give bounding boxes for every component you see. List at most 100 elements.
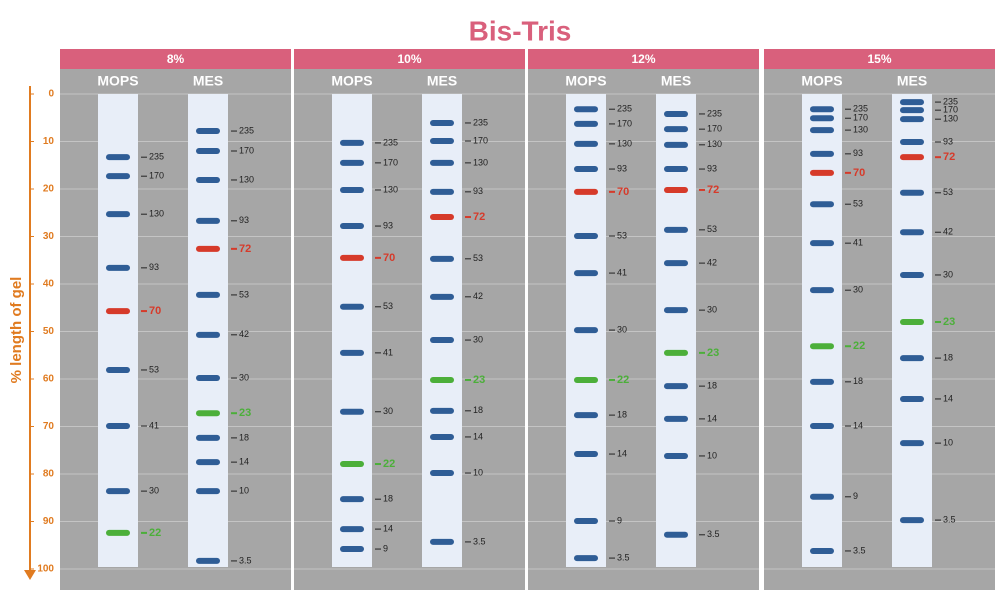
band-label: 53 — [943, 187, 953, 197]
band — [430, 470, 454, 477]
band-label: 93 — [473, 186, 483, 196]
band — [340, 159, 364, 166]
band-label: 14 — [943, 393, 953, 403]
band — [900, 319, 924, 325]
band — [196, 291, 220, 298]
band-label: 70 — [149, 305, 161, 317]
band — [430, 337, 454, 344]
band — [574, 188, 598, 195]
band — [196, 331, 220, 338]
band-label: 41 — [853, 238, 863, 248]
band-label: 22 — [149, 527, 161, 539]
band-label: 23 — [943, 316, 955, 328]
y-tick-label: 10 — [43, 136, 55, 147]
band — [196, 245, 220, 252]
lane — [656, 94, 696, 567]
band-label: 18 — [239, 432, 249, 442]
band-label: 93 — [149, 262, 159, 272]
band-label: 30 — [853, 285, 863, 295]
band — [106, 308, 130, 315]
band — [664, 383, 688, 390]
y-tick-label: 50 — [43, 326, 55, 337]
band — [664, 349, 688, 356]
lane — [98, 94, 138, 567]
band-label: 93 — [239, 215, 249, 225]
band-label: 9 — [383, 543, 388, 553]
band — [810, 115, 834, 122]
band-label: 53 — [383, 301, 393, 311]
band — [574, 451, 598, 458]
band — [340, 349, 364, 356]
band — [574, 518, 598, 525]
band — [574, 412, 598, 419]
band-label: 10 — [239, 485, 249, 495]
band-label: 170 — [853, 113, 868, 123]
y-axis-arrow — [24, 570, 36, 580]
band — [664, 226, 688, 233]
band-label: 42 — [943, 227, 953, 237]
band — [430, 376, 454, 383]
band-label: 9 — [853, 491, 858, 501]
band — [574, 555, 598, 562]
band-label: 235 — [853, 104, 868, 114]
y-axis-label: % length of gel — [8, 277, 25, 384]
band — [810, 423, 834, 430]
band-label: 10 — [473, 467, 483, 477]
panel-background — [764, 69, 995, 590]
band-label: 30 — [617, 324, 627, 334]
panel-title: 15% — [867, 52, 891, 66]
y-tick-label: 20 — [43, 184, 55, 195]
band-label: 14 — [617, 448, 627, 458]
band-label: 14 — [239, 457, 249, 467]
band — [664, 186, 688, 193]
band — [664, 126, 688, 133]
band-label: 93 — [617, 163, 627, 173]
band — [430, 138, 454, 145]
band-label: 30 — [383, 406, 393, 416]
band-label: 10 — [707, 450, 717, 460]
band-label: 235 — [473, 117, 488, 127]
band — [430, 214, 454, 221]
band — [106, 529, 130, 536]
band — [574, 106, 598, 113]
band-label: 30 — [239, 372, 249, 382]
band — [900, 138, 924, 145]
band — [900, 271, 924, 278]
band — [810, 343, 834, 350]
band-label: 53 — [853, 199, 863, 209]
band-label: 93 — [707, 163, 717, 173]
band — [664, 110, 688, 117]
chart-title: Bis-Tris — [469, 15, 572, 46]
y-tick-label: 80 — [43, 469, 55, 480]
panel-header — [528, 49, 759, 69]
band-label: 3.5 — [707, 529, 720, 539]
band — [430, 119, 454, 126]
band-label: 93 — [853, 148, 863, 158]
band-label: 53 — [707, 224, 717, 234]
band — [664, 531, 688, 538]
band-label: 170 — [943, 105, 958, 115]
band-label: 130 — [617, 138, 632, 148]
band — [106, 211, 130, 218]
band-label: 170 — [707, 124, 722, 134]
band — [810, 378, 834, 385]
band-label: 14 — [383, 523, 393, 533]
band — [900, 107, 924, 114]
y-tick-label: 40 — [43, 279, 55, 290]
band — [664, 166, 688, 173]
band-label: 170 — [473, 135, 488, 145]
band-label: 130 — [707, 139, 722, 149]
band-label: 22 — [383, 458, 395, 470]
band — [106, 264, 130, 271]
band-label: 3.5 — [943, 514, 956, 524]
band — [106, 154, 130, 161]
band — [810, 150, 834, 157]
band-label: 53 — [473, 253, 483, 263]
panel-background — [294, 69, 525, 590]
band-label: 70 — [617, 186, 629, 198]
band-label: 235 — [383, 137, 398, 147]
lane — [892, 94, 932, 567]
y-tick-label: 0 — [48, 89, 54, 100]
band — [574, 327, 598, 334]
